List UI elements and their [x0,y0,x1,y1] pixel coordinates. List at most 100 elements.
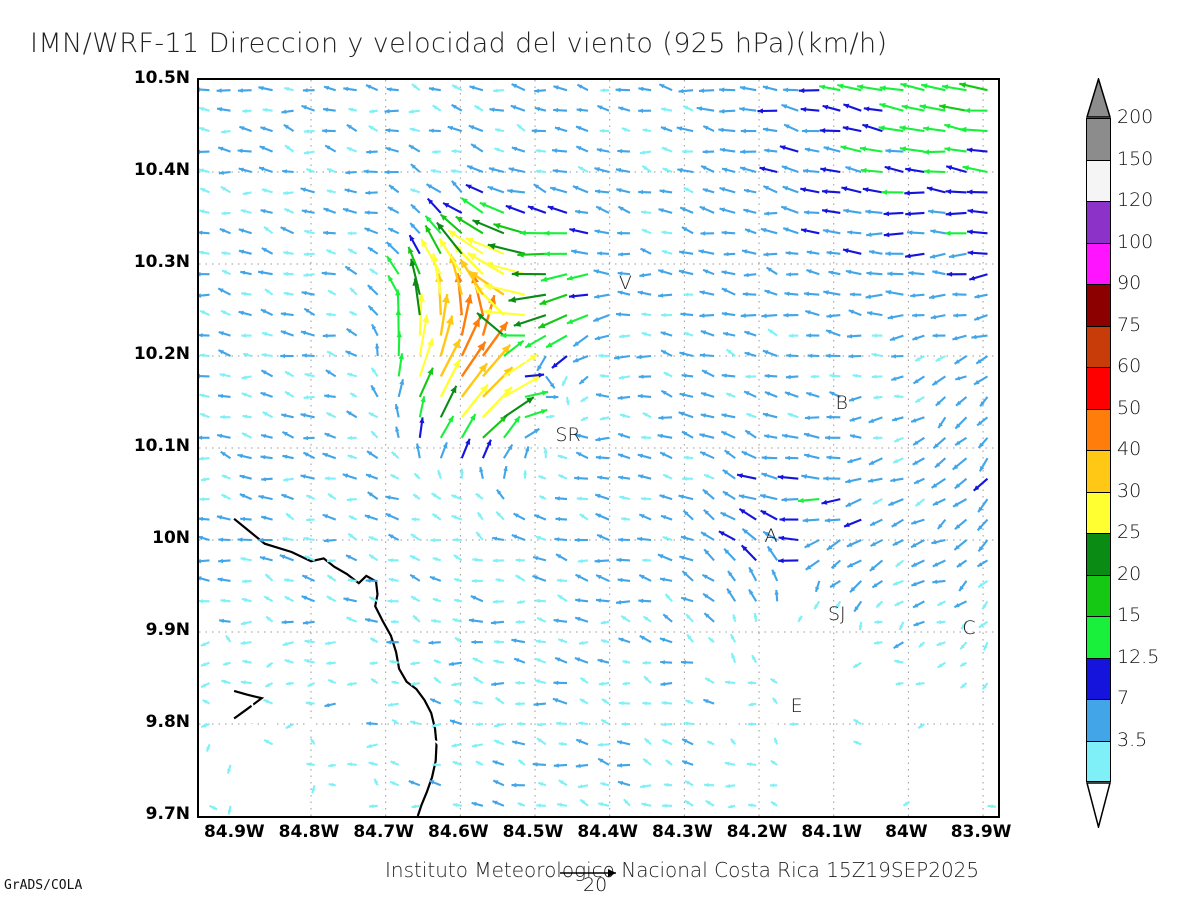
wind-vector-head [601,719,606,724]
wind-vector-head [930,229,936,234]
wind-vector-head [935,400,941,406]
wind-vector-head [243,352,249,357]
wind-vector-head [238,249,245,254]
wind-vector-head [282,454,288,459]
wind-vector-head [932,380,938,386]
wind-vector-head [576,739,582,744]
speed-colorbar[interactable] [1086,118,1111,782]
wind-vector-head [470,595,477,600]
wind-vector-head [763,252,769,257]
wind-vector-head [452,803,458,808]
wind-vector-head [414,473,419,478]
wind-vector-head [303,452,309,457]
wind-vector-head [679,392,685,398]
coastline [233,689,265,720]
colorbar-band-60[interactable] [1086,367,1111,409]
wind-vector-head [221,679,227,684]
wind-vector-head [409,258,416,267]
colorbar-band-200[interactable] [1086,118,1111,160]
wind-vector-head [385,147,391,152]
wind-vector-head [500,332,507,339]
wind-vector-head [928,209,934,214]
x-tick-84.2W: 84.2W [726,822,788,842]
wind-vector-head [637,290,643,296]
colorbar-band-120[interactable] [1086,201,1111,243]
wind-vector-head [869,460,875,465]
colorbar-band-75[interactable] [1086,325,1111,367]
wind-vector-head [763,531,769,537]
wind-vector-head [844,522,850,527]
colorbar-band-3.5[interactable] [1086,740,1111,782]
wind-vector-head [432,762,437,767]
wind-vector-head [856,640,861,644]
wind-vector-head [271,761,275,766]
wind-vector-head [966,147,973,153]
wind-vector-head [601,699,607,704]
wind-vector-head [663,474,669,479]
wind-vector-head [384,169,390,175]
wind-vector-head [514,416,520,423]
wind-vector-head [680,312,686,317]
wind-vector-head [259,556,266,561]
wind-vector-head [326,249,332,254]
wind-vector-head [475,761,481,766]
wind-vector-head [662,536,668,541]
colorbar-band-50[interactable] [1086,408,1111,450]
wind-vector-head [929,254,936,259]
wind-vector-head [642,660,647,665]
wind-vector-head [511,270,519,278]
wind-vector-head [678,88,684,94]
x-tick-84.3W: 84.3W [652,822,713,842]
wind-vector-head [494,723,499,728]
map-plot-area[interactable] [197,78,1000,818]
wind-vector-head [324,85,330,91]
wind-vector-head [368,305,374,311]
colorbar-band-40[interactable] [1086,450,1111,492]
wind-vector-head [410,223,416,229]
colorbar-band-20[interactable] [1086,574,1111,616]
wind-vector-head [409,235,415,242]
wind-vector-head [915,681,921,686]
wind-vector-head [781,104,788,109]
colorbar-band-100[interactable] [1086,242,1111,284]
wind-vector-head [683,187,689,192]
wind-vector-head [345,351,351,356]
wind-vector-head [388,228,394,233]
wind-vector-head [280,353,285,359]
wind-vector-head [806,269,812,274]
wind-vector-head [451,104,457,109]
wind-vector-head [932,333,938,338]
wind-vector-head [577,558,583,564]
wind-vector-head [324,433,330,438]
wind-vector-head [302,575,308,580]
colorbar-band-90[interactable] [1086,284,1111,326]
colorbar-band-7[interactable] [1086,699,1111,741]
wind-vector-head [878,701,884,706]
wind-vector-head [347,762,352,767]
wind-vector-head [495,697,501,702]
wind-vector-head [218,393,223,399]
colorbar-band-150[interactable] [1086,159,1111,201]
wind-vector-head [280,330,287,335]
wind-vector-head [221,251,227,256]
y-tick-10N: 10N [152,528,190,548]
wind-vector-head [471,144,477,149]
wind-vector-head [346,497,352,502]
wind-vector-head [303,272,309,278]
wind-vector-head [217,107,223,112]
colorbar-band-12.5[interactable] [1086,657,1111,699]
wind-vector-head [658,269,664,274]
wind-vector-head [905,167,911,173]
wind-vector-head [762,350,769,355]
wind-vector-head [556,721,561,726]
wind-vector-head [593,317,599,322]
wind-vector-head [702,489,709,495]
wind-vector-head [446,315,454,325]
colorbar-band-15[interactable] [1086,616,1111,658]
colorbar-band-25[interactable] [1086,533,1111,575]
wind-vector-head [719,147,726,153]
colorbar-band-30[interactable] [1086,491,1111,533]
wind-vector-head [730,634,735,640]
wind-vector-head [432,149,437,154]
wind-vector-head [739,85,746,91]
